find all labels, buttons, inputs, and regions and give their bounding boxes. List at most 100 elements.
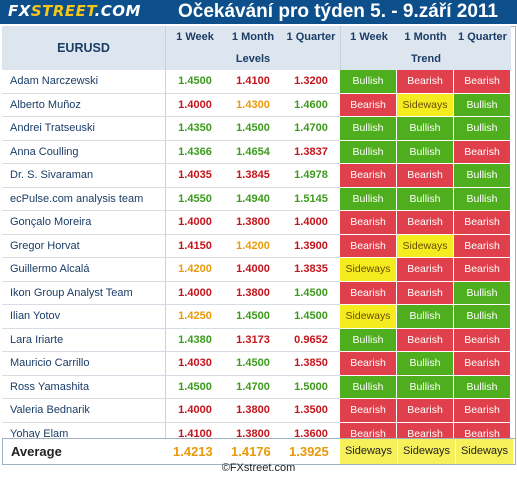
trend-badge: Bearish xyxy=(397,328,454,352)
average-quarter: 1.3925 xyxy=(289,444,329,459)
table-row: Ilian Yotov 1.4250 1.4500 1.4500 Sideways Bul… xyxy=(2,305,511,329)
level-value: 1.4100 xyxy=(224,70,282,94)
trend-badge: Bullish xyxy=(397,117,454,141)
trend-badge: Bearish xyxy=(340,211,397,235)
level-value: 1.4600 xyxy=(282,94,340,117)
level-value: 1.4500 xyxy=(165,375,224,399)
average-label: Average xyxy=(11,444,62,459)
trend-badge: Bearish xyxy=(397,211,454,235)
level-value: 1.4000 xyxy=(165,211,224,235)
levels-col-month: 1 Month xyxy=(224,26,282,48)
trend-badge: Bullish xyxy=(454,93,511,117)
level-value: 1.4366 xyxy=(165,140,224,164)
trend-badge: Bearish xyxy=(340,164,397,188)
levels-col-quarter: 1 Quarter xyxy=(282,26,340,48)
trend-badge: Bullish xyxy=(340,328,397,352)
trend-col-month: 1 Month xyxy=(397,26,454,48)
trend-badge: Bullish xyxy=(340,70,397,94)
trend-group-label: Trend xyxy=(340,48,511,70)
average-week: 1.4213 xyxy=(173,444,213,459)
trend-badge: Bearish xyxy=(340,234,397,258)
levels-group-label: Levels xyxy=(165,48,340,70)
average-month: 1.4176 xyxy=(231,444,271,459)
level-value: 1.3850 xyxy=(282,352,340,376)
analyst-name: Andrei Tratseuski xyxy=(2,117,165,141)
trend-badge: Bullish xyxy=(454,281,511,305)
trend-badge: Bearish xyxy=(454,352,511,376)
table-row: Mauricio Carrillo 1.4030 1.4500 1.3850 Beari… xyxy=(2,352,511,376)
analyst-name: Ikon Group Analyst Team xyxy=(2,281,165,305)
trend-badge: Bullish xyxy=(340,375,397,399)
analyst-name: Gregor Horvat xyxy=(2,234,165,258)
average-trend-month: Sideways xyxy=(398,439,455,464)
trend-badge: Bearish xyxy=(340,352,397,376)
table-row: Ross Yamashita 1.4500 1.4700 1.5000 Bullish B… xyxy=(2,375,511,399)
logo-fx: FX xyxy=(8,2,31,20)
average-trend-week: Sideways xyxy=(340,439,397,464)
trend-badge: Bullish xyxy=(454,117,511,141)
trend-badge: Bearish xyxy=(454,234,511,258)
trend-badge: Bearish xyxy=(454,399,511,423)
level-value: 1.3800 xyxy=(224,282,282,305)
page-title: Očekávání pro týden 5. - 9.září 2011 xyxy=(178,1,498,22)
level-value: 1.4380 xyxy=(165,328,224,352)
table-row: Valeria Bednarik 1.4000 1.3800 1.3500 Bearis… xyxy=(2,399,511,423)
analyst-name: Ross Yamashita xyxy=(2,375,165,399)
trend-badge: Sideways xyxy=(397,234,454,258)
copyright-footer: ©FXstreet.com xyxy=(221,462,296,474)
level-value: 1.3800 xyxy=(224,399,282,423)
trend-badge: Bullish xyxy=(454,164,511,188)
analyst-name: Valeria Bednarik xyxy=(2,399,165,423)
analyst-name: Ilian Yotov xyxy=(2,305,165,329)
level-value: 1.4200 xyxy=(224,235,282,258)
trend-badge: Bullish xyxy=(397,375,454,399)
table-row: Anna Coulling 1.4366 1.4654 1.3837 Bullish Bu… xyxy=(2,140,511,164)
table-row: Adam Narczewski 1.4500 1.4100 1.3200 Bullish… xyxy=(2,70,511,94)
level-value: 1.4150 xyxy=(165,234,224,258)
analyst-name: Mauricio Carrillo xyxy=(2,352,165,376)
level-value: 1.4250 xyxy=(165,305,224,329)
level-value: 1.4000 xyxy=(224,258,282,282)
table-row: ecPulse.com analysis team 1.4550 1.4940 1.5… xyxy=(2,187,511,211)
level-value: 1.3800 xyxy=(224,211,282,235)
trend-col-quarter: 1 Quarter xyxy=(454,26,511,48)
trend-badge: Sideways xyxy=(340,305,397,329)
level-value: 1.3845 xyxy=(224,164,282,188)
trend-badge: Bearish xyxy=(454,140,511,164)
trend-badge: Bullish xyxy=(397,352,454,376)
level-value: 1.4300 xyxy=(224,94,282,117)
trend-badge: Bearish xyxy=(340,281,397,305)
level-value: 1.4350 xyxy=(165,117,224,141)
table-row: Lara Iriarte 1.4380 1.3173 0.9652 Bullish Bea… xyxy=(2,328,511,352)
trend-badge: Bearish xyxy=(454,328,511,352)
table-row: Dr. S. Sivaraman 1.4035 1.3845 1.4978 Bearis… xyxy=(2,164,511,188)
trend-badge: Bullish xyxy=(454,187,511,211)
trend-col-week: 1 Week xyxy=(340,26,397,48)
trend-badge: Bearish xyxy=(454,70,511,94)
forecast-table: EURUSD 1 Week 1 Month 1 Quarter 1 Week 1… xyxy=(2,26,511,446)
analyst-name: Lara Iriarte xyxy=(2,328,165,352)
level-value: 1.4030 xyxy=(165,352,224,376)
level-value: 1.3500 xyxy=(282,399,340,423)
trend-badge: Sideways xyxy=(397,93,454,117)
trend-badge: Bullish xyxy=(340,187,397,211)
level-value: 1.4940 xyxy=(224,188,282,211)
analyst-name: ecPulse.com analysis team xyxy=(2,187,165,211)
table-row: Guillermo Alcalá 1.4200 1.4000 1.3835 Sidewa… xyxy=(2,258,511,282)
table-row: Gregor Horvat 1.4150 1.4200 1.3900 Bearish Si… xyxy=(2,234,511,258)
table-row: Ikon Group Analyst Team 1.4000 1.3800 1.450… xyxy=(2,281,511,305)
analyst-name: Anna Coulling xyxy=(2,140,165,164)
level-value: 1.4035 xyxy=(165,164,224,188)
level-value: 1.4550 xyxy=(165,187,224,211)
table-row: Andrei Tratseuski 1.4350 1.4500 1.4700 Bulli… xyxy=(2,117,511,141)
level-value: 1.3835 xyxy=(282,258,340,282)
trend-badge: Bullish xyxy=(340,140,397,164)
levels-col-week: 1 Week xyxy=(165,26,224,48)
trend-badge: Bearish xyxy=(454,211,511,235)
trend-badge: Bullish xyxy=(397,140,454,164)
level-value: 1.4700 xyxy=(224,376,282,399)
level-value: 1.5000 xyxy=(282,376,340,399)
analyst-name: Alberto Muñoz xyxy=(2,93,165,117)
average-trend-quarter: Sideways xyxy=(456,439,513,464)
table-row: Gonçalo Moreira 1.4000 1.3800 1.4000 Bearish… xyxy=(2,211,511,235)
